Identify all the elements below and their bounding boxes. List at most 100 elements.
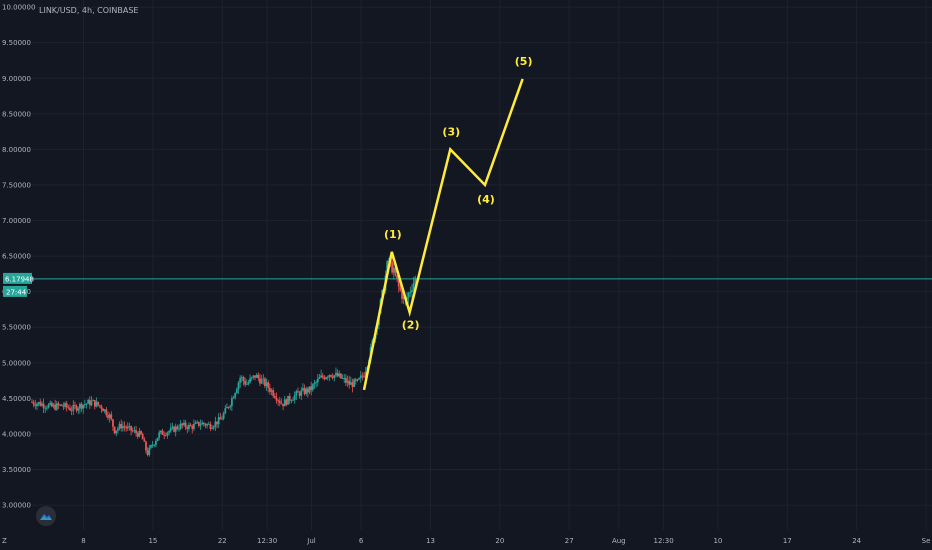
time-tick-label: 12:30 [257, 537, 277, 545]
time-tick-label: Se [922, 537, 931, 545]
candle-body [45, 407, 48, 409]
candle-body [80, 403, 83, 409]
last-price-tag[interactable] [3, 272, 32, 284]
candle-body [277, 400, 280, 402]
time-axis: Z 8 15 22 12:30 Jul 6 13 20 27 Aug 12:30 10 17 24 Se [2, 537, 930, 545]
candle-body [326, 377, 329, 379]
price-tick-label: 8.00000 [2, 146, 31, 154]
candle-body [100, 406, 103, 409]
time-tick-label: Aug [612, 537, 626, 545]
candle-body [288, 395, 291, 401]
candle-body [59, 404, 61, 406]
candle-body [252, 375, 255, 378]
candle-body [121, 426, 124, 429]
candle-body [260, 379, 263, 384]
candle-body [166, 432, 169, 436]
candle-body [32, 402, 35, 405]
candle-body [275, 397, 278, 401]
candle-body [270, 390, 273, 392]
candle-body [112, 419, 114, 427]
candle-body [141, 434, 144, 440]
time-tick-label: 6 [359, 537, 364, 545]
candle-body [232, 397, 235, 399]
candle-body [42, 403, 45, 408]
candle-body [222, 413, 225, 419]
candle-body [244, 380, 247, 385]
time-tick-label: 15 [148, 537, 157, 545]
candle-body [358, 378, 360, 380]
candle-body [197, 421, 200, 426]
candle-body [336, 372, 339, 377]
candle-body [72, 405, 75, 411]
candle-body [316, 378, 319, 383]
candle-body [273, 395, 276, 398]
candle-body [117, 428, 119, 431]
candle-body [161, 430, 164, 435]
candle-body [392, 267, 395, 273]
candle-body [227, 407, 230, 408]
candle-body [295, 391, 298, 396]
candle-body [331, 376, 334, 378]
candle-body [221, 418, 223, 420]
candle-body [102, 408, 104, 412]
time-tick-label: 10 [713, 537, 722, 545]
candle-body [159, 430, 162, 433]
candle-body [110, 414, 113, 420]
candle-body [414, 277, 417, 283]
candle-body [280, 402, 283, 404]
candle-body [407, 292, 410, 298]
symbol-title[interactable]: LINK/USD, 4h, COINBASE [39, 6, 139, 15]
candle-body [237, 382, 240, 390]
candle-body [211, 428, 213, 429]
elliott-wave-path[interactable] [362, 78, 524, 391]
candle-body [206, 424, 209, 426]
candle-body [325, 377, 327, 380]
candle-body [192, 423, 195, 429]
candle-body [207, 423, 210, 425]
candle-body [150, 445, 152, 448]
candle-body [87, 399, 90, 404]
elliott-wave-layer[interactable]: (1) (2) (3) (4) (5) [362, 55, 532, 391]
candle-body [267, 382, 270, 389]
price-tick-label: 7.00000 [2, 217, 31, 225]
candle-body [120, 424, 123, 429]
tradingview-logo-icon[interactable] [36, 506, 56, 526]
candle-body [57, 403, 60, 406]
candle-body [290, 400, 293, 402]
candle-body [245, 384, 248, 385]
candle-body [224, 408, 227, 414]
timezone-badge-text[interactable]: Z [2, 537, 7, 545]
candle-body [303, 388, 306, 394]
candle-body [335, 372, 337, 376]
candle-body [131, 430, 134, 432]
candle-body [188, 424, 190, 429]
candle-body [308, 386, 311, 393]
candle-body [262, 378, 265, 380]
candle-body [341, 378, 344, 379]
candle-body [90, 400, 93, 406]
candle-body [128, 426, 131, 427]
candle-body [50, 402, 53, 407]
candle-body [293, 395, 296, 400]
candle-body [302, 388, 304, 391]
candle-body [52, 404, 55, 407]
candle-body [146, 450, 149, 455]
candle-body [85, 403, 88, 405]
candle-body [153, 444, 156, 446]
candle-body [204, 424, 207, 426]
wave-label: (2) [402, 318, 420, 331]
price-tick-label: 10.00000 [2, 4, 35, 12]
candle-body [217, 417, 220, 425]
candle-body [219, 417, 222, 420]
candle-body [82, 404, 85, 409]
candle-body [65, 403, 68, 408]
price-tick-label: 4.50000 [2, 395, 31, 403]
candle-body [409, 291, 412, 293]
candle-body [255, 374, 258, 378]
time-tick-label: 24 [852, 537, 861, 545]
candle-body [328, 374, 331, 378]
candle-body [209, 423, 212, 429]
countdown-label: 27:44 [6, 288, 27, 296]
